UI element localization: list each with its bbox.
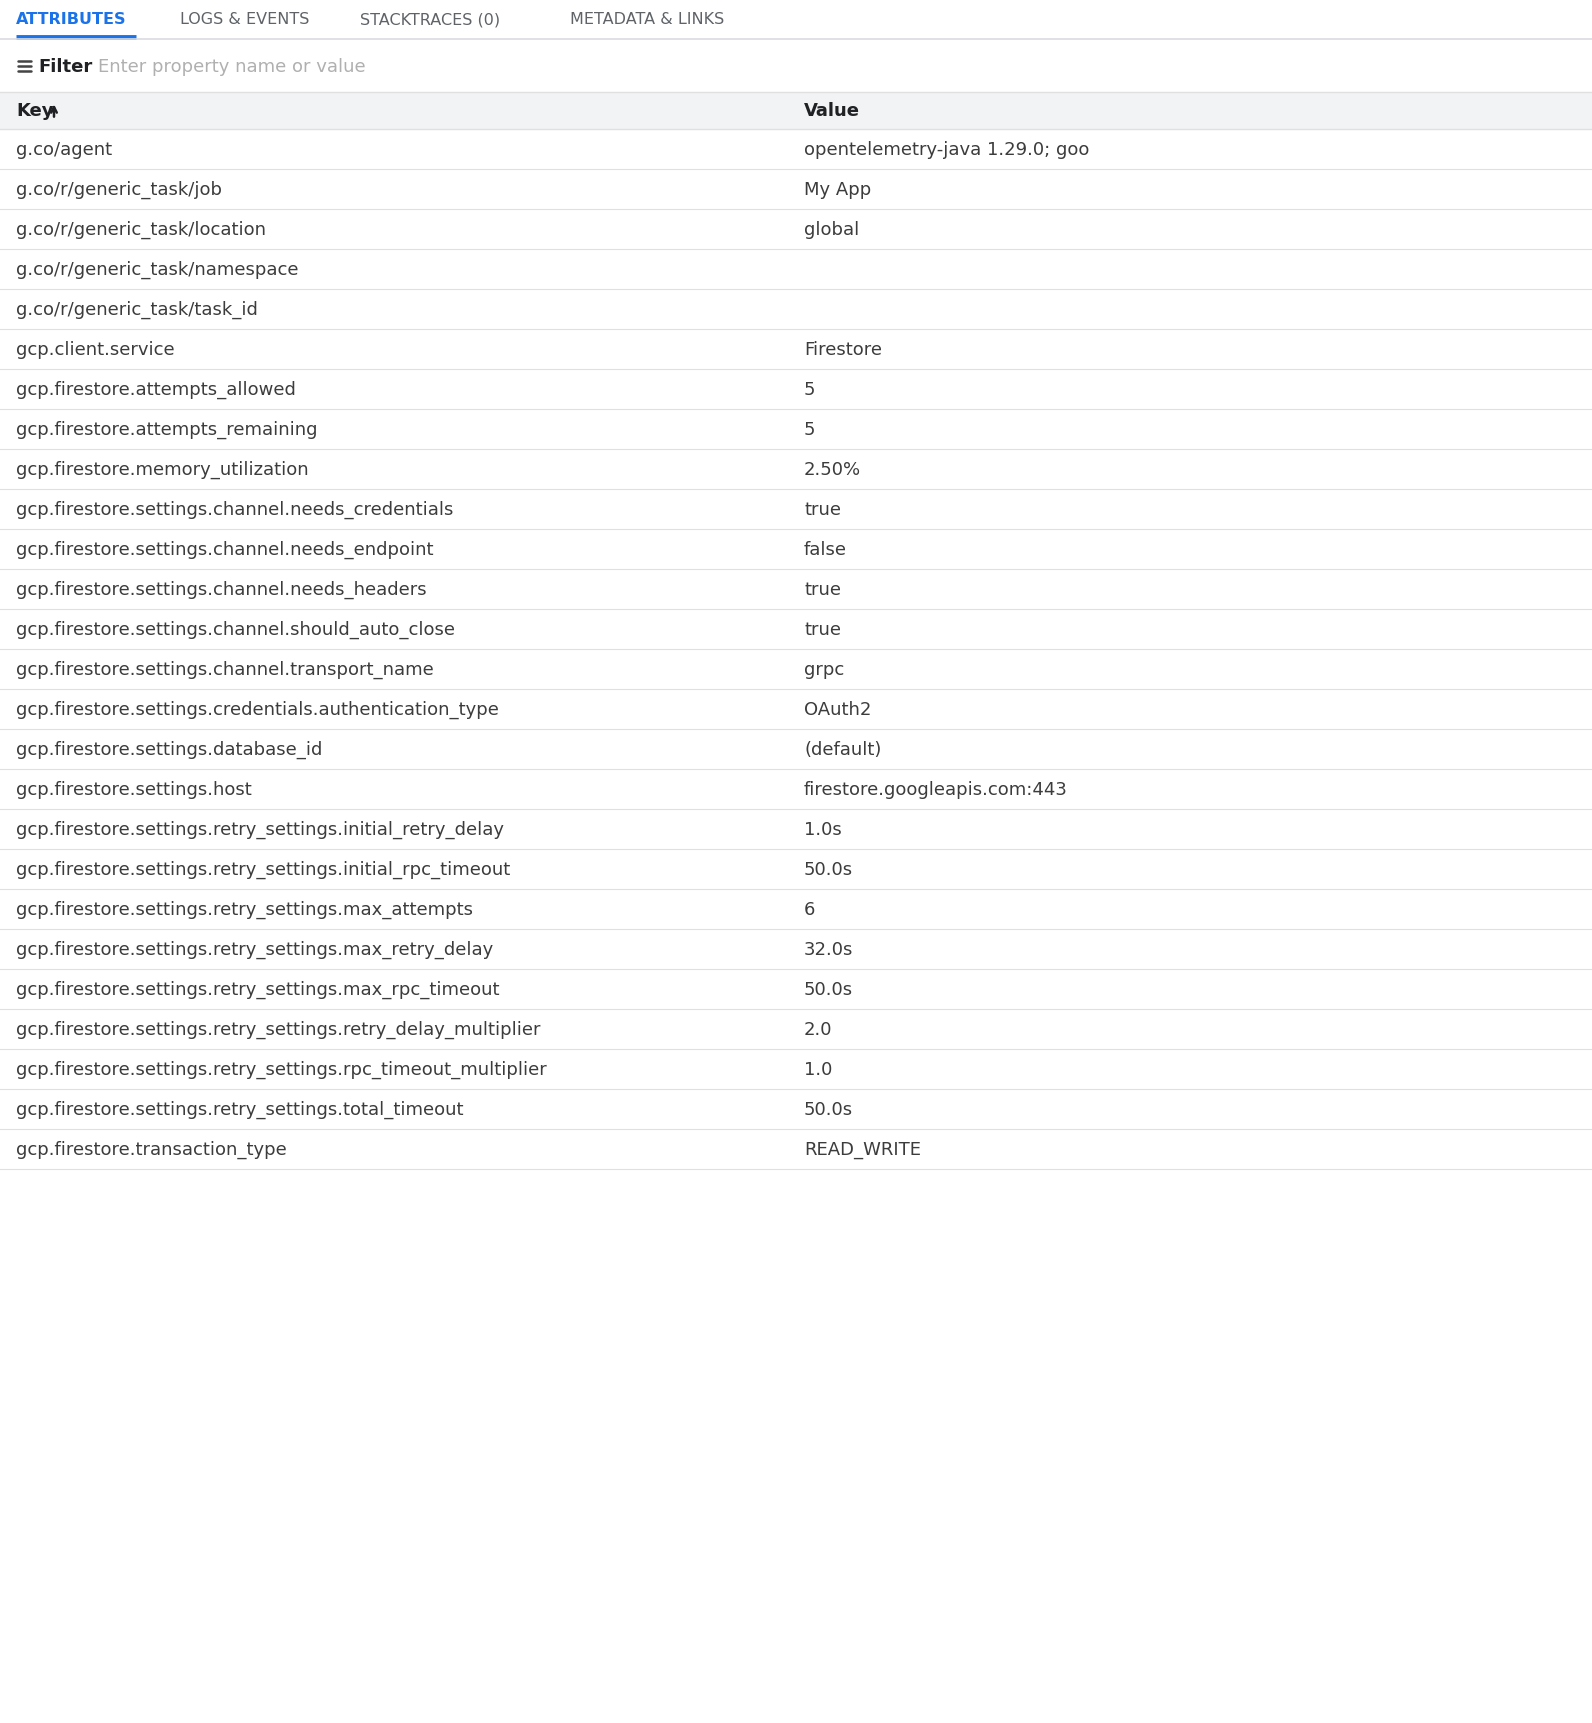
Text: 50.0s: 50.0s	[804, 1101, 853, 1118]
Text: g.co/r/generic_task/namespace: g.co/r/generic_task/namespace	[16, 260, 299, 279]
Text: 1.0: 1.0	[804, 1060, 833, 1079]
Text: gcp.firestore.settings.channel.needs_credentials: gcp.firestore.settings.channel.needs_cre…	[16, 501, 454, 519]
Text: 5: 5	[804, 381, 815, 398]
Text: gcp.firestore.settings.channel.should_auto_close: gcp.firestore.settings.channel.should_au…	[16, 620, 455, 639]
Text: 6: 6	[804, 901, 815, 918]
Text: true: true	[804, 581, 841, 598]
Text: Enter property name or value: Enter property name or value	[99, 57, 366, 76]
Text: gcp.firestore.settings.channel.transport_name: gcp.firestore.settings.channel.transport…	[16, 660, 433, 679]
Text: grpc: grpc	[804, 660, 844, 679]
Text: ATTRIBUTES: ATTRIBUTES	[16, 12, 126, 28]
Text: 2.50%: 2.50%	[804, 460, 861, 479]
Text: g.co/r/generic_task/location: g.co/r/generic_task/location	[16, 221, 266, 239]
Text: 50.0s: 50.0s	[804, 980, 853, 998]
Text: gcp.firestore.settings.retry_settings.max_attempts: gcp.firestore.settings.retry_settings.ma…	[16, 901, 473, 918]
Text: Firestore: Firestore	[804, 341, 882, 358]
Text: gcp.firestore.settings.retry_settings.initial_retry_delay: gcp.firestore.settings.retry_settings.in…	[16, 820, 505, 839]
Text: gcp.firestore.attempts_remaining: gcp.firestore.attempts_remaining	[16, 420, 317, 439]
Text: OAuth2: OAuth2	[804, 701, 871, 718]
Text: global: global	[804, 221, 860, 239]
Text: gcp.firestore.transaction_type: gcp.firestore.transaction_type	[16, 1141, 287, 1158]
Text: gcp.firestore.settings.retry_settings.max_rpc_timeout: gcp.firestore.settings.retry_settings.ma…	[16, 980, 500, 999]
Text: gcp.firestore.settings.retry_settings.max_retry_delay: gcp.firestore.settings.retry_settings.ma…	[16, 941, 494, 958]
Text: 1.0s: 1.0s	[804, 820, 842, 839]
Text: false: false	[804, 541, 847, 558]
Text: gcp.firestore.settings.channel.needs_endpoint: gcp.firestore.settings.channel.needs_end…	[16, 541, 433, 558]
Text: gcp.firestore.settings.retry_settings.rpc_timeout_multiplier: gcp.firestore.settings.retry_settings.rp…	[16, 1060, 546, 1079]
Text: LOGS & EVENTS: LOGS & EVENTS	[180, 12, 309, 28]
Text: gcp.firestore.settings.database_id: gcp.firestore.settings.database_id	[16, 741, 322, 758]
Text: (default): (default)	[804, 741, 882, 758]
Text: gcp.firestore.attempts_allowed: gcp.firestore.attempts_allowed	[16, 381, 296, 400]
Text: gcp.firestore.settings.host: gcp.firestore.settings.host	[16, 781, 252, 798]
Text: firestore.googleapis.com:443: firestore.googleapis.com:443	[804, 781, 1068, 798]
Text: true: true	[804, 620, 841, 639]
Text: Filter: Filter	[38, 57, 92, 76]
Text: Key: Key	[16, 102, 54, 121]
Text: METADATA & LINKS: METADATA & LINKS	[570, 12, 724, 28]
Text: true: true	[804, 501, 841, 519]
Text: My App: My App	[804, 181, 871, 198]
Text: STACKTRACES (0): STACKTRACES (0)	[360, 12, 500, 28]
Text: 50.0s: 50.0s	[804, 860, 853, 879]
Text: 32.0s: 32.0s	[804, 941, 853, 958]
Text: gcp.firestore.settings.retry_settings.initial_rpc_timeout: gcp.firestore.settings.retry_settings.in…	[16, 860, 511, 879]
Text: gcp.firestore.settings.retry_settings.total_timeout: gcp.firestore.settings.retry_settings.to…	[16, 1101, 463, 1118]
Text: g.co/r/generic_task/job: g.co/r/generic_task/job	[16, 181, 221, 200]
Text: gcp.client.service: gcp.client.service	[16, 341, 175, 358]
Text: gcp.firestore.settings.credentials.authentication_type: gcp.firestore.settings.credentials.authe…	[16, 701, 498, 718]
Bar	[0, 93, 1592, 129]
Text: Value: Value	[804, 102, 860, 121]
Text: gcp.firestore.settings.retry_settings.retry_delay_multiplier: gcp.firestore.settings.retry_settings.re…	[16, 1020, 541, 1039]
Text: g.co/agent: g.co/agent	[16, 141, 111, 159]
Text: gcp.firestore.memory_utilization: gcp.firestore.memory_utilization	[16, 460, 309, 479]
Text: g.co/r/generic_task/task_id: g.co/r/generic_task/task_id	[16, 302, 258, 319]
Text: READ_WRITE: READ_WRITE	[804, 1141, 922, 1158]
Text: gcp.firestore.settings.channel.needs_headers: gcp.firestore.settings.channel.needs_hea…	[16, 581, 427, 600]
Text: 2.0: 2.0	[804, 1020, 833, 1039]
Text: 5: 5	[804, 420, 815, 439]
Text: opentelemetry-java 1.29.0; goo: opentelemetry-java 1.29.0; goo	[804, 141, 1089, 159]
